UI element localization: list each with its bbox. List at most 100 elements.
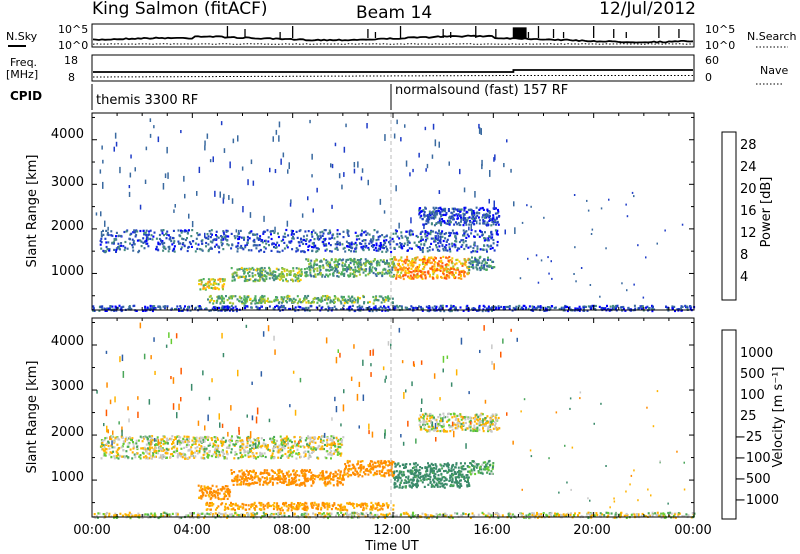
- power-cell: [364, 258, 367, 261]
- velocity-cell: [259, 472, 262, 476]
- velocity-cell: [242, 483, 245, 486]
- power-cell: [374, 298, 377, 301]
- velocity-cell: [318, 436, 320, 439]
- velocity-cell: [322, 439, 325, 442]
- power-cell: [343, 246, 346, 249]
- power-cell: [249, 212, 252, 218]
- power-cell: [272, 242, 275, 245]
- velocity-cell: [215, 445, 218, 448]
- power-cell: [383, 236, 386, 239]
- velocity-cell: [338, 481, 341, 484]
- velocity-cell: [222, 454, 225, 457]
- power-cell: [371, 310, 374, 313]
- power-cell: [120, 309, 123, 313]
- power-cell: [482, 304, 485, 307]
- velocity-cell: [231, 435, 233, 438]
- power-cell: [371, 245, 374, 249]
- power-cell: [323, 239, 326, 242]
- power-cell: [387, 269, 389, 272]
- cpid-label: CPID: [10, 89, 42, 103]
- power-cell: [438, 232, 441, 235]
- power-cell: [255, 244, 258, 247]
- power-cell: [401, 263, 404, 266]
- power-cell: [179, 235, 182, 238]
- power-cell: [332, 298, 335, 301]
- power-cell: [486, 244, 489, 247]
- power-cell: [471, 221, 474, 224]
- power-cell: [124, 246, 127, 249]
- velocity-cell: [246, 442, 249, 445]
- velocity-cell: [215, 441, 217, 444]
- nsearch-tick-bottom: 10^0: [705, 39, 735, 52]
- velocity-cell: [258, 483, 261, 486]
- velocity-cell: [172, 441, 174, 444]
- power-cell: [102, 159, 104, 164]
- velocity-cell: [249, 455, 252, 458]
- power-cell: [478, 212, 481, 215]
- power-cell: [465, 260, 468, 263]
- power-cell: [357, 161, 359, 168]
- power-cell: [246, 305, 249, 308]
- power-cell: [601, 307, 604, 310]
- velocity-cell: [224, 440, 227, 444]
- velocity-cell: [203, 447, 206, 451]
- velocity-cell: [285, 483, 288, 486]
- velocity-cell: [387, 471, 390, 474]
- power-cell: [468, 269, 471, 272]
- velocity-cell: [310, 447, 313, 450]
- velocity-cell: [227, 492, 230, 495]
- power-cell: [275, 267, 278, 270]
- power-cell: [327, 309, 330, 312]
- power-cell: [400, 242, 403, 246]
- velocity-cell: [146, 452, 149, 455]
- velocity-cell: [295, 470, 298, 473]
- power-cell: [383, 300, 386, 303]
- velocity-cell: [228, 495, 231, 498]
- power-cell: [331, 272, 334, 275]
- power-cell: [437, 242, 440, 245]
- velocity-cell: [279, 476, 282, 479]
- power-cell: [328, 229, 331, 232]
- velocity-cell: [256, 438, 259, 441]
- power-cell: [470, 217, 473, 220]
- velocity-cell: [176, 435, 179, 438]
- power-cell: [434, 231, 437, 234]
- power-cell: [312, 208, 314, 213]
- power-cell: [546, 306, 549, 309]
- velocity-cell: [342, 436, 345, 439]
- power-cell: [370, 241, 373, 244]
- power-cell: [170, 240, 173, 243]
- power-cell: [462, 224, 465, 227]
- power-cell: [391, 268, 394, 271]
- velocity-cell: [306, 469, 309, 472]
- power-cell: [308, 263, 311, 266]
- power-cell: [508, 305, 511, 308]
- velocity-cell: [261, 444, 264, 447]
- power-cell: [268, 244, 270, 247]
- power-cell: [322, 240, 325, 243]
- power-cell: [535, 254, 538, 257]
- power-cell: [207, 281, 210, 284]
- velocity-cell: [316, 447, 319, 450]
- velocity-cell: [450, 467, 453, 470]
- power-cell: [313, 275, 315, 278]
- power-cell: [423, 215, 426, 218]
- velocity-cell: [283, 480, 285, 483]
- power-cell: [622, 307, 625, 310]
- power-cell: [106, 233, 109, 236]
- power-cell: [440, 208, 443, 211]
- power-cell: [446, 257, 449, 260]
- power-cell: [458, 223, 461, 226]
- velocity-cell: [276, 473, 279, 476]
- power-cell: [225, 305, 228, 308]
- velocity-cell: [215, 454, 218, 457]
- power-cell: [395, 274, 398, 277]
- power-cell: [222, 248, 225, 251]
- velocity-cell: [376, 460, 379, 463]
- velocity-cell: [172, 454, 175, 457]
- velocity-cell: [195, 449, 198, 452]
- power-cell: [321, 234, 324, 237]
- power-cell: [443, 245, 446, 249]
- power-cell: [353, 257, 356, 261]
- velocity-cell: [257, 477, 260, 480]
